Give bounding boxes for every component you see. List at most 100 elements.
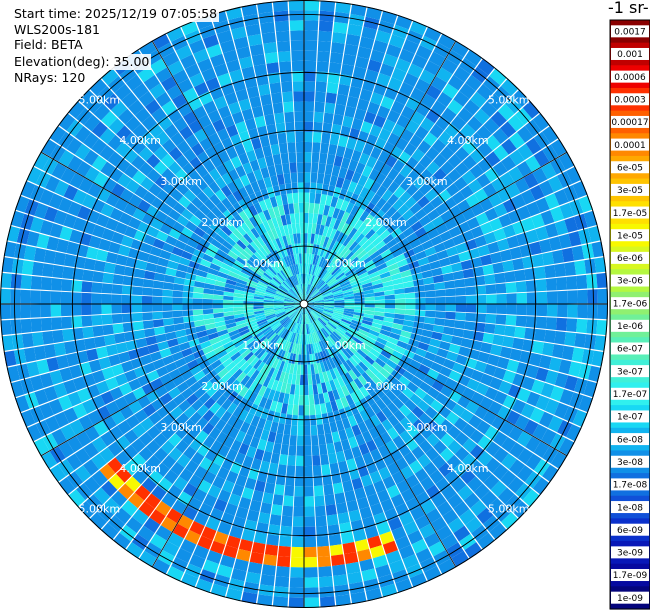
ppi-gate — [332, 482, 344, 495]
ppi-gate — [332, 564, 347, 577]
ppi-gate — [304, 0, 320, 11]
ppi-gate — [462, 268, 475, 279]
ppi-gate — [128, 492, 145, 509]
ppi-gate — [108, 118, 125, 135]
ppi-gate — [506, 304, 517, 315]
ppi-gate — [77, 205, 91, 221]
ppi-gate — [146, 425, 161, 440]
colorbar-tick-label: 0.00017 — [611, 118, 648, 128]
ppi-gate — [335, 419, 345, 432]
ppi-gate — [288, 321, 295, 332]
ppi-gate — [53, 251, 67, 266]
ppi-gate — [146, 168, 161, 183]
ppi-gate — [295, 374, 301, 385]
ppi-gate — [204, 277, 216, 285]
ppi-gate — [185, 272, 197, 281]
ppi-gate — [249, 551, 264, 565]
ppi-gate — [351, 319, 362, 326]
ppi-gate — [494, 505, 512, 522]
ppi-gate — [359, 325, 371, 333]
ppi-gate — [246, 282, 257, 289]
ppi-gate — [279, 535, 292, 547]
ppi-gate — [31, 261, 44, 276]
ppi-gate — [223, 287, 235, 293]
ppi-gate — [10, 319, 22, 335]
ppi-gate — [105, 251, 118, 264]
ppi-gate — [405, 156, 419, 170]
ppi-gate — [168, 433, 182, 447]
ppi-gate — [545, 317, 557, 330]
ppi-gate — [389, 34, 406, 49]
ppi-gate — [462, 155, 477, 170]
ppi-gate — [289, 288, 298, 297]
ppi-gate — [227, 205, 239, 218]
ppi-gate — [182, 111, 198, 126]
ppi-gate — [294, 212, 300, 224]
ppi-gate — [274, 261, 282, 272]
ppi-gate — [489, 377, 503, 391]
ppi-gate — [332, 207, 341, 219]
ppi-gate — [342, 115, 354, 128]
ppi-gate — [406, 29, 423, 45]
ppi-gate — [162, 289, 173, 297]
ppi-gate — [355, 364, 365, 375]
ppi-gate — [347, 415, 358, 427]
ppi-gate — [576, 274, 588, 290]
ppi-gate — [123, 391, 138, 405]
range-ring-label: 5.00km — [488, 93, 530, 106]
ppi-gate — [322, 371, 329, 383]
ppi-gate — [210, 154, 223, 168]
ppi-gate — [40, 277, 52, 291]
ppi-gate — [355, 334, 366, 343]
ppi-gate — [354, 246, 365, 257]
ppi-gate — [125, 476, 141, 492]
ppi-gate — [192, 309, 204, 316]
ppi-gate — [312, 322, 318, 332]
ppi-gate — [253, 293, 265, 298]
ppi-gate — [276, 349, 284, 360]
ppi-gate — [533, 149, 550, 167]
ppi-gate — [409, 572, 428, 588]
ppi-gate — [435, 203, 449, 216]
ppi-gate — [492, 161, 508, 177]
ppi-gate — [111, 410, 126, 426]
ppi-gate — [288, 244, 294, 256]
ppi-gate — [319, 361, 326, 373]
ppi-gate — [544, 264, 556, 279]
ppi-gate — [373, 114, 387, 128]
ppi-gate — [512, 220, 526, 235]
ppi-gate — [369, 390, 381, 403]
ppi-gate — [360, 322, 372, 330]
ppi-gate — [149, 83, 166, 99]
ppi-gate — [374, 240, 386, 251]
ppi-gate — [364, 310, 375, 315]
ppi-gate — [332, 313, 343, 319]
ppi-gate — [249, 499, 262, 513]
ppi-gate — [261, 258, 271, 269]
ppi-gate — [102, 324, 114, 336]
ppi-gate — [375, 197, 387, 210]
ppi-gate — [202, 232, 214, 244]
ppi-gate — [402, 370, 415, 382]
ppi-gate — [323, 296, 334, 300]
ppi-gate — [272, 323, 282, 332]
ppi-gate — [559, 389, 574, 406]
ppi-gate — [202, 173, 215, 186]
ppi-gate — [267, 230, 276, 241]
ppi-gate — [382, 280, 394, 287]
ppi-gate — [424, 188, 438, 202]
ppi-gate — [430, 399, 444, 413]
ppi-gate — [467, 476, 483, 492]
ppi-gate — [295, 333, 300, 345]
ppi-gate — [299, 324, 302, 335]
colorbar-unit-label: -1 sr- — [608, 0, 649, 19]
ppi-gate — [332, 389, 341, 401]
ppi-gate — [292, 526, 304, 538]
ppi-gate — [351, 259, 362, 269]
ppi-gate — [182, 176, 196, 190]
ppi-gate — [298, 313, 302, 324]
ppi-gate — [594, 257, 607, 273]
ppi-gate — [86, 494, 103, 512]
ppi-gate — [386, 109, 401, 124]
ppi-gate — [289, 213, 296, 224]
